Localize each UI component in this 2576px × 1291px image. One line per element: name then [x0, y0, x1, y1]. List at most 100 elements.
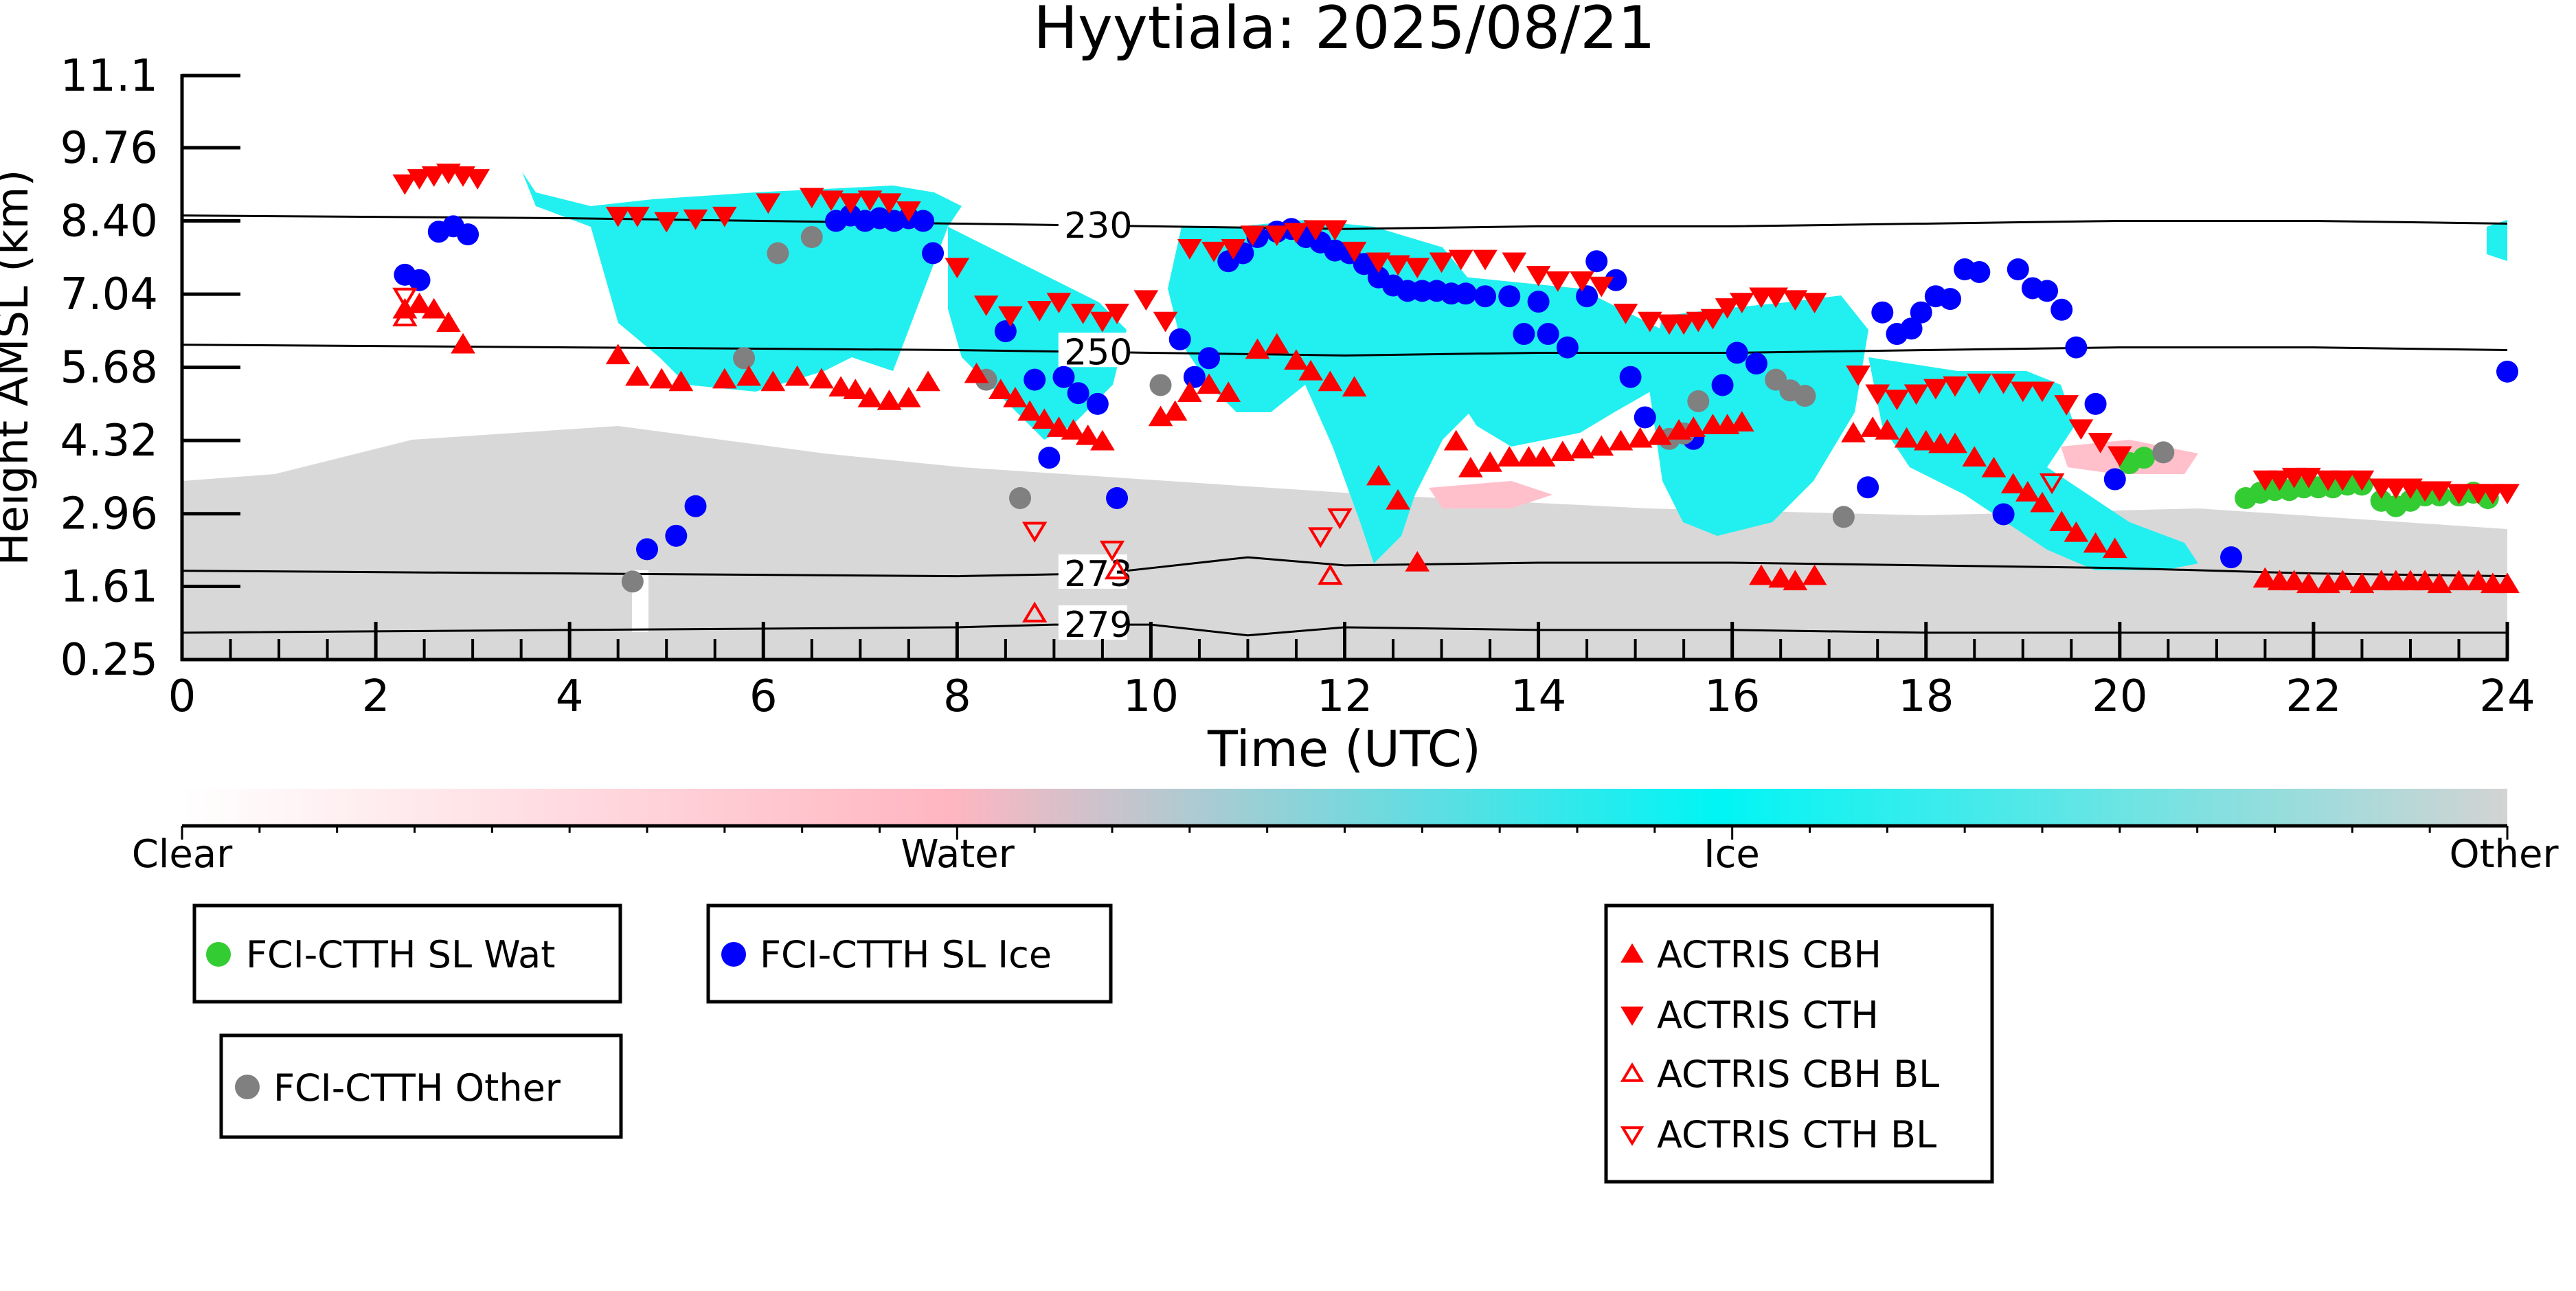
point	[408, 269, 431, 291]
point	[1099, 540, 1125, 562]
legend-label-wat: FCI-CTTH SL Wat	[246, 933, 555, 976]
legend-marker-cbh-bl	[1620, 1062, 1645, 1082]
point	[2030, 381, 2055, 403]
point	[1478, 451, 1502, 472]
point	[1024, 368, 1046, 391]
legend-label-cth-bl: ACTRIS CTH BL	[1657, 1113, 1936, 1156]
point	[2330, 570, 2355, 591]
point	[1284, 223, 1309, 244]
point	[2427, 572, 2452, 594]
legend-label-cth: ACTRIS CTH	[1657, 993, 1879, 1037]
point	[1473, 249, 1498, 271]
point	[1841, 421, 1866, 442]
point	[2495, 484, 2520, 505]
point	[877, 193, 902, 214]
ice-field-7	[2487, 220, 2507, 261]
point	[1027, 301, 1052, 322]
point	[1168, 328, 1191, 350]
y-tick-label: 4.32	[60, 416, 159, 467]
point	[1105, 303, 1129, 324]
point	[1177, 238, 1202, 260]
point	[998, 306, 1023, 327]
point	[1003, 387, 1028, 407]
point	[1264, 225, 1289, 247]
isotherm-labels: 230 250 273 279	[1058, 205, 1132, 646]
point	[1832, 506, 1855, 528]
point	[1017, 400, 1042, 421]
point	[2495, 572, 2520, 594]
x-tick-label: 14	[1511, 671, 1566, 722]
point	[1865, 384, 1890, 405]
point	[1032, 408, 1057, 429]
point	[877, 389, 902, 410]
colorbar-label-other: Other	[2449, 832, 2559, 877]
point	[465, 169, 490, 190]
point	[1884, 390, 1910, 411]
point	[2496, 360, 2518, 383]
point	[767, 242, 789, 265]
point	[436, 311, 461, 333]
point	[1894, 427, 1919, 448]
point	[2050, 298, 2073, 321]
other-field	[182, 426, 2507, 660]
point	[1221, 238, 1246, 260]
legend-label-other: FCI-CTTH Other	[273, 1066, 561, 1110]
x-tick-label: 6	[749, 671, 778, 722]
point	[625, 365, 650, 386]
legend-actris-markers	[1620, 943, 1645, 1146]
point	[1671, 314, 1696, 335]
isotherm-label-bg-279	[1058, 605, 1127, 640]
point	[665, 524, 688, 547]
point	[828, 376, 853, 397]
point	[1458, 456, 1483, 478]
legend-label-ice: FCI-CTTH SL Ice	[760, 933, 1052, 976]
point	[1149, 374, 1172, 396]
legend-marker-ice	[721, 942, 746, 967]
y-ticks: 0.25 1.61 2.96 4.32 5.68 7.04 8.40 9.76 11.1	[60, 51, 240, 686]
point	[2030, 491, 2055, 513]
point	[2107, 446, 2132, 467]
point	[407, 292, 432, 313]
point	[1298, 359, 1323, 381]
point	[1197, 373, 1221, 394]
point	[1608, 429, 1634, 451]
point	[1967, 373, 1992, 394]
point	[1021, 601, 1048, 622]
x-axis-label: Time (UTC)	[1207, 720, 1481, 778]
legend-marker-cth-bl	[1620, 1126, 1645, 1146]
isotherm-label-279: 279	[1064, 605, 1132, 646]
point	[1498, 285, 1521, 308]
point	[1090, 311, 1115, 333]
point	[2084, 392, 2107, 415]
point	[1322, 220, 1348, 241]
y-tick-label: 9.76	[60, 123, 159, 174]
colorbar-label-water: Water	[901, 832, 1015, 877]
point	[1162, 400, 1188, 421]
point	[1318, 563, 1343, 585]
point	[2152, 441, 2175, 464]
ice-field-6	[1868, 357, 2198, 570]
point	[994, 320, 1017, 343]
point	[799, 188, 824, 209]
point	[896, 201, 921, 222]
point	[2049, 510, 2075, 531]
point	[1201, 241, 1226, 262]
chart-title: Hyytiala: 2025/08/21	[1033, 0, 1655, 63]
point	[973, 295, 999, 316]
point	[1386, 255, 1410, 276]
point	[1875, 419, 1900, 440]
point	[421, 166, 447, 187]
point	[1570, 438, 1594, 459]
point	[1627, 427, 1653, 448]
point	[1939, 288, 1962, 311]
legend-label-cbh: ACTRIS CBH	[1657, 933, 1882, 976]
point	[916, 370, 940, 392]
point	[964, 362, 989, 383]
isotherm-label-250: 250	[1064, 332, 1132, 373]
point	[605, 206, 631, 227]
point	[1857, 476, 1879, 499]
point	[1502, 252, 1527, 273]
point	[712, 206, 737, 227]
x-tick-label: 20	[2092, 671, 2147, 722]
